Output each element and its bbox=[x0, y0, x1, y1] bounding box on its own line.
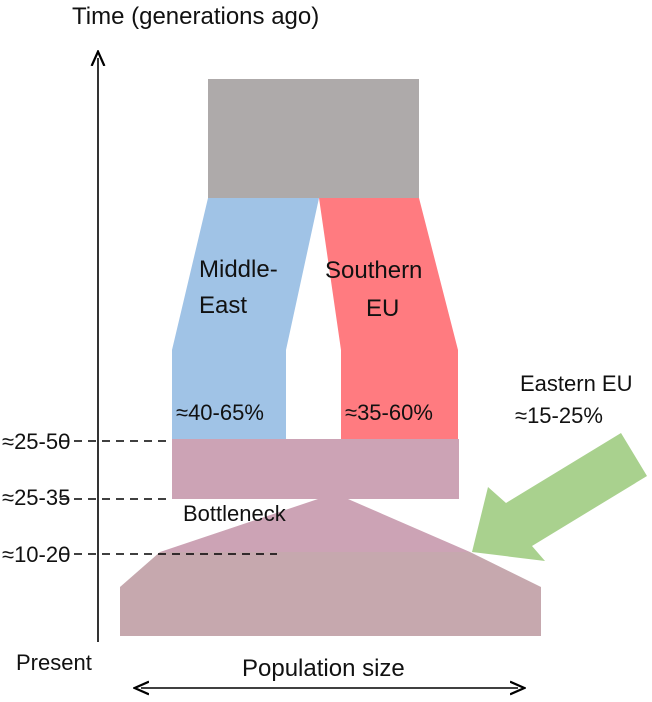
middle-east-share: ≈40-65% bbox=[176, 400, 264, 425]
time-mark-label: ≈25-35 bbox=[2, 485, 70, 510]
time-mark-label: ≈10-20 bbox=[2, 542, 70, 567]
southern-eu-branch bbox=[319, 198, 458, 440]
ancestral-population-block bbox=[208, 79, 419, 198]
present-population-block bbox=[120, 552, 541, 636]
bottleneck-label: Bottleneck bbox=[183, 501, 287, 526]
middle-east-name-line2: East bbox=[199, 292, 247, 319]
founder-population-block bbox=[172, 439, 459, 499]
southern-eu-share: ≈35-60% bbox=[345, 400, 433, 425]
bottleneck-expansion bbox=[160, 499, 470, 552]
present-label: Present bbox=[16, 650, 92, 675]
southern-eu-name-line1: Southern bbox=[325, 257, 422, 284]
eastern-eu-name: Eastern EU bbox=[520, 371, 633, 396]
middle-east-name-line1: Middle- bbox=[199, 256, 278, 283]
southern-eu-name-line2: EU bbox=[366, 295, 399, 322]
time-mark-label: ≈25-50 bbox=[2, 429, 70, 454]
eastern-eu-share: ≈15-25% bbox=[515, 403, 603, 428]
time-axis-label: Time (generations ago) bbox=[72, 3, 319, 30]
population-size-label: Population size bbox=[242, 655, 405, 682]
eastern-eu-admixture-arrow bbox=[472, 433, 647, 561]
middle-east-branch bbox=[172, 198, 319, 440]
